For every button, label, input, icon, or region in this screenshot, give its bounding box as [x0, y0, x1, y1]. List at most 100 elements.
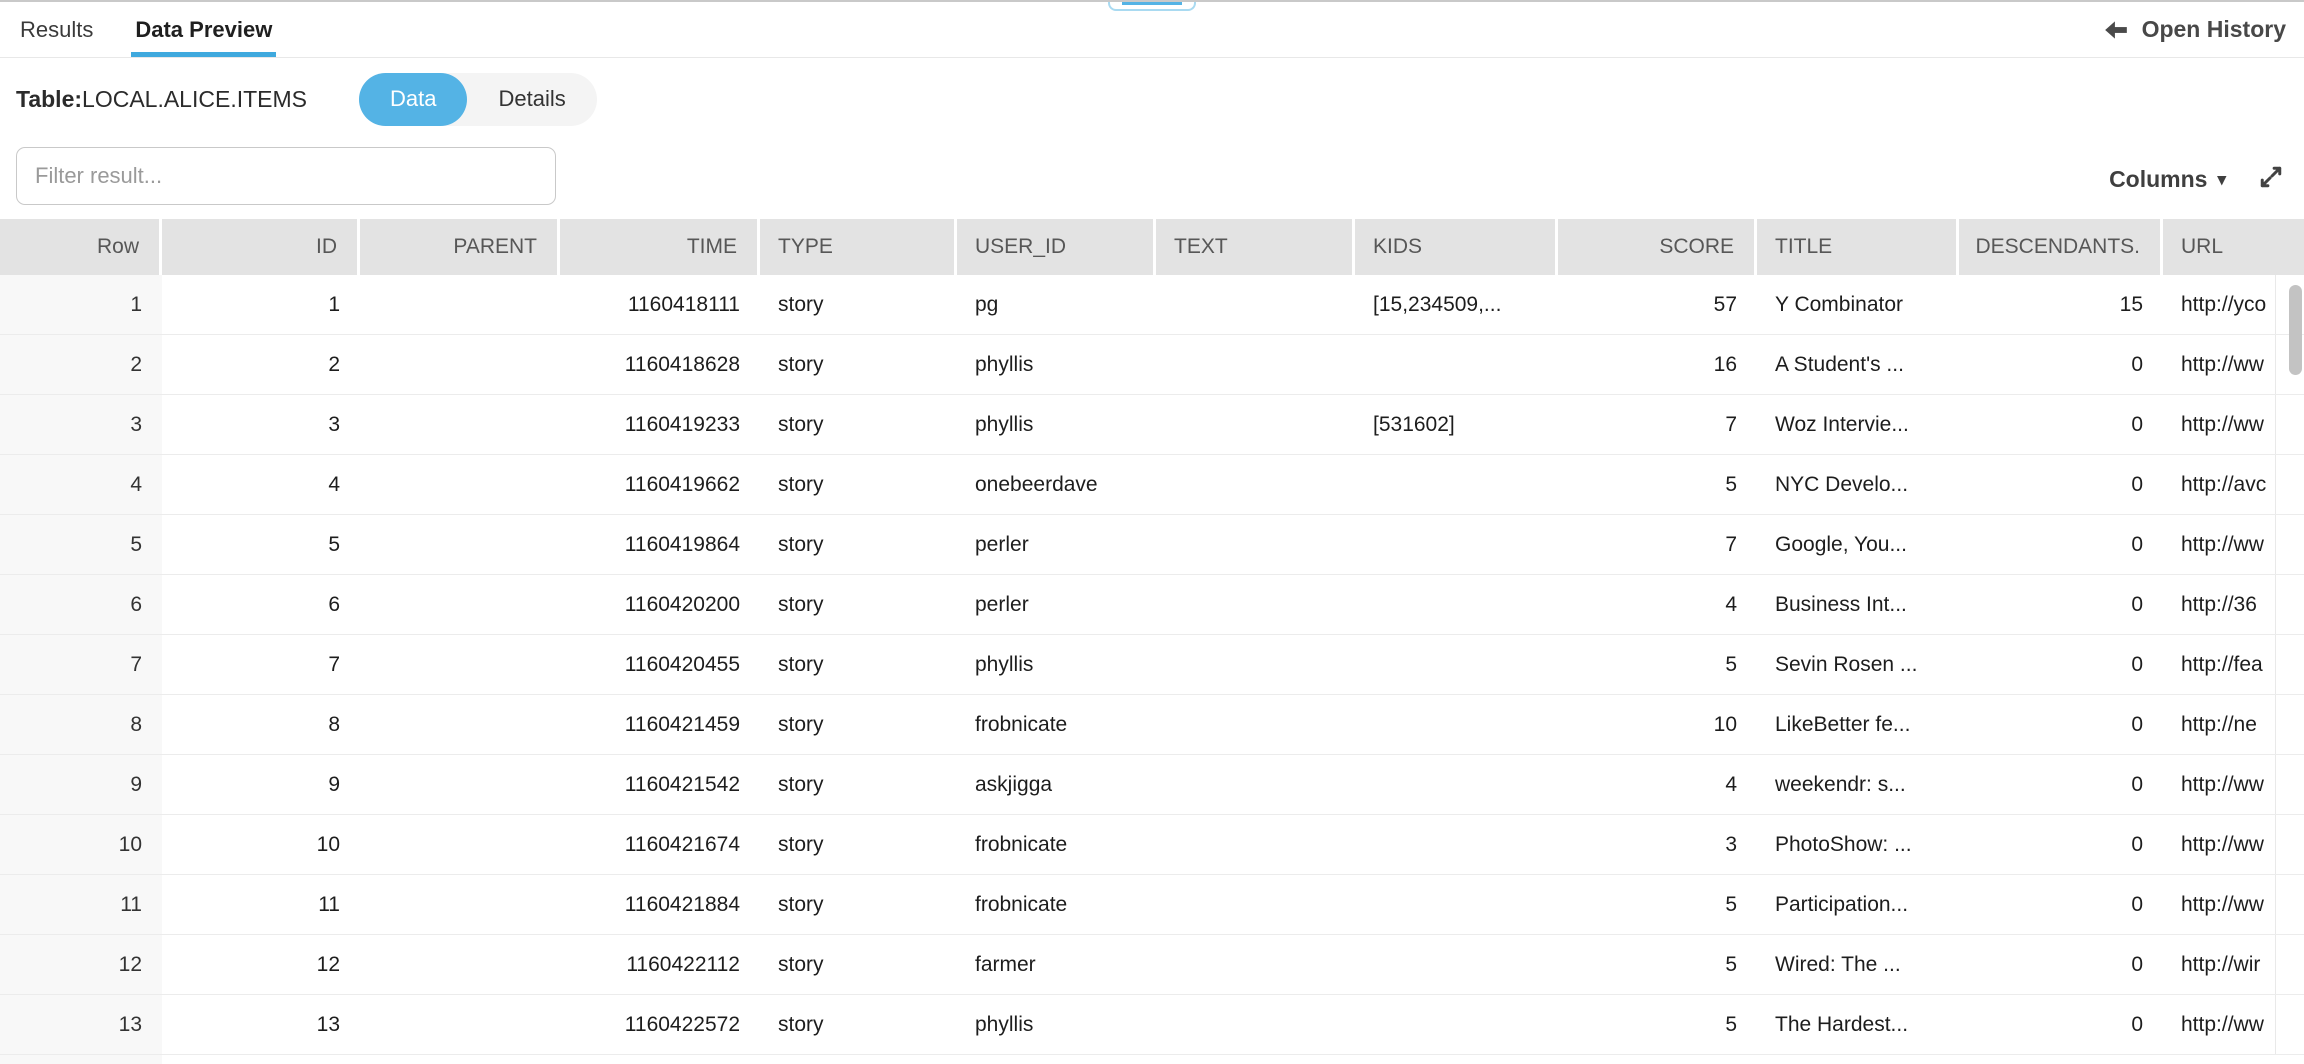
cell-user_id: phyllis: [975, 352, 1034, 376]
open-history-button[interactable]: Open History: [2103, 2, 2286, 57]
cell-id: 4: [328, 472, 340, 496]
cell-type: story: [778, 352, 824, 376]
cell-url: http://36: [2163, 575, 2276, 634]
cell-score: 16: [1713, 352, 1737, 376]
column-header-type[interactable]: TYPE: [760, 219, 957, 275]
tab-data-preview-label: Data Preview: [135, 16, 273, 42]
cell-url: http://avc: [2163, 455, 2276, 514]
partial-row: [0, 1055, 2304, 1064]
column-header-time[interactable]: TIME: [560, 219, 760, 275]
filter-input[interactable]: [16, 147, 556, 205]
columns-dropdown-label: Columns: [2109, 166, 2208, 192]
cell-user_id: askjigga: [975, 772, 1053, 796]
table-row: 11 11 1160421884 story frobnicate 5 Participat…: [0, 875, 2304, 935]
toggle-option-details[interactable]: Details: [467, 73, 596, 126]
cell-title: Sevin Rosen ...: [1775, 652, 1918, 676]
cell-user_id: onebeerdave: [975, 472, 1098, 496]
tab-results[interactable]: Results: [16, 2, 97, 57]
cell-parent: [360, 635, 560, 694]
table-name-value: LOCAL.ALICE.ITEMS: [82, 85, 307, 112]
cell-text: [1156, 395, 1355, 454]
expand-table-button[interactable]: [2256, 162, 2286, 197]
column-header-parent[interactable]: PARENT: [360, 219, 560, 275]
cell-kids: [1355, 515, 1558, 574]
column-header-user_id[interactable]: USER_ID: [957, 219, 1156, 275]
cell-parent: [360, 815, 560, 874]
cell-title: Participation...: [1775, 892, 1909, 916]
toggle-option-data[interactable]: Data: [359, 72, 468, 126]
cell-kids: [1355, 995, 1558, 1054]
cell-row: 8: [0, 695, 162, 754]
toggle-option-data-label: Data: [390, 86, 437, 111]
expand-icon: [2256, 162, 2286, 197]
columns-dropdown-button[interactable]: Columns ▾: [2109, 166, 2226, 193]
cell-kids: [1355, 815, 1558, 874]
cell-time: 1160419864: [624, 532, 740, 556]
column-header-id[interactable]: ID: [162, 219, 360, 275]
cell-time: 1160421674: [624, 832, 740, 856]
cell-time: 1160419233: [624, 412, 740, 436]
cell-user_id: phyllis: [975, 652, 1034, 676]
column-header-kids[interactable]: KIDS: [1355, 219, 1558, 275]
cell-parent: [360, 875, 560, 934]
cell-text: [1156, 995, 1355, 1054]
cell-url: http://ww: [2163, 815, 2276, 874]
cell-user_id: pg: [975, 292, 999, 316]
column-header-descendants[interactable]: DESCENDANTS.: [1959, 219, 2163, 275]
cell-url: http://ww: [2163, 515, 2276, 574]
table-info-bar: Table:LOCAL.ALICE.ITEMS Data Details: [0, 58, 2304, 140]
cell-user_id: frobnicate: [975, 892, 1068, 916]
cell-descendants: 0: [2131, 712, 2143, 736]
cell-time: 1160421459: [624, 712, 740, 736]
column-header-score[interactable]: SCORE: [1558, 219, 1757, 275]
vertical-scrollbar-thumb[interactable]: [2289, 285, 2302, 375]
cell-type: story: [778, 832, 824, 856]
cell-id: 3: [328, 412, 340, 436]
cell-text: [1156, 335, 1355, 394]
cell-user_id: farmer: [975, 952, 1036, 976]
table-label-prefix: Table:: [16, 85, 83, 112]
cell-id: 5: [328, 532, 340, 556]
table-row: 2 2 1160418628 story phyllis 16 A Student's ..…: [0, 335, 2304, 395]
column-header-url[interactable]: URL: [2163, 219, 2304, 275]
cell-text: [1156, 515, 1355, 574]
table-row: 1 1 1160418111 story pg [15,234509,... 57 Y Com…: [0, 275, 2304, 335]
cell-descendants: 0: [2131, 532, 2143, 556]
cell-title: Woz Intervie...: [1775, 412, 1909, 436]
cell-descendants: 0: [2131, 592, 2143, 616]
cell-score: 5: [1725, 652, 1737, 676]
cell-parent: [360, 395, 560, 454]
cell-row: 4: [0, 455, 162, 514]
cell-score: 5: [1725, 892, 1737, 916]
cell-descendants: 0: [2131, 1012, 2143, 1036]
cell-score: 5: [1725, 952, 1737, 976]
cell-type: story: [778, 1012, 824, 1036]
cell-score: 10: [1713, 712, 1737, 736]
cell-time: 1160420455: [624, 652, 740, 676]
table-row: 3 3 1160419233 story phyllis [531602] 7 Woz Int…: [0, 395, 2304, 455]
cell-user_id: perler: [975, 532, 1029, 556]
cell-descendants: 15: [2119, 292, 2143, 316]
cell-score: 4: [1725, 772, 1737, 796]
cell-text: [1156, 455, 1355, 514]
cell-type: story: [778, 892, 824, 916]
cell-kids: [1355, 575, 1558, 634]
cell-parent: [360, 755, 560, 814]
table-row: 12 12 1160422112 story farmer 5 Wired: The ...…: [0, 935, 2304, 995]
cell-kids: [1355, 335, 1558, 394]
tab-data-preview[interactable]: Data Preview: [131, 2, 277, 57]
cell-descendants: 0: [2131, 352, 2143, 376]
column-header-text[interactable]: TEXT: [1156, 219, 1355, 275]
cell-row: 3: [0, 395, 162, 454]
cell-id: 6: [328, 592, 340, 616]
cell-time: 1160422572: [624, 1012, 740, 1036]
cell-descendants: 0: [2131, 652, 2143, 676]
cell-time: 1160422112: [626, 952, 740, 976]
cell-score: 3: [1725, 832, 1737, 856]
column-header-title[interactable]: TITLE: [1757, 219, 1959, 275]
column-header-row[interactable]: Row: [0, 219, 162, 275]
cell-kids: [1355, 755, 1558, 814]
cell-row: 10: [0, 815, 162, 874]
cell-url: http://ww: [2163, 755, 2276, 814]
cell-parent: [360, 335, 560, 394]
